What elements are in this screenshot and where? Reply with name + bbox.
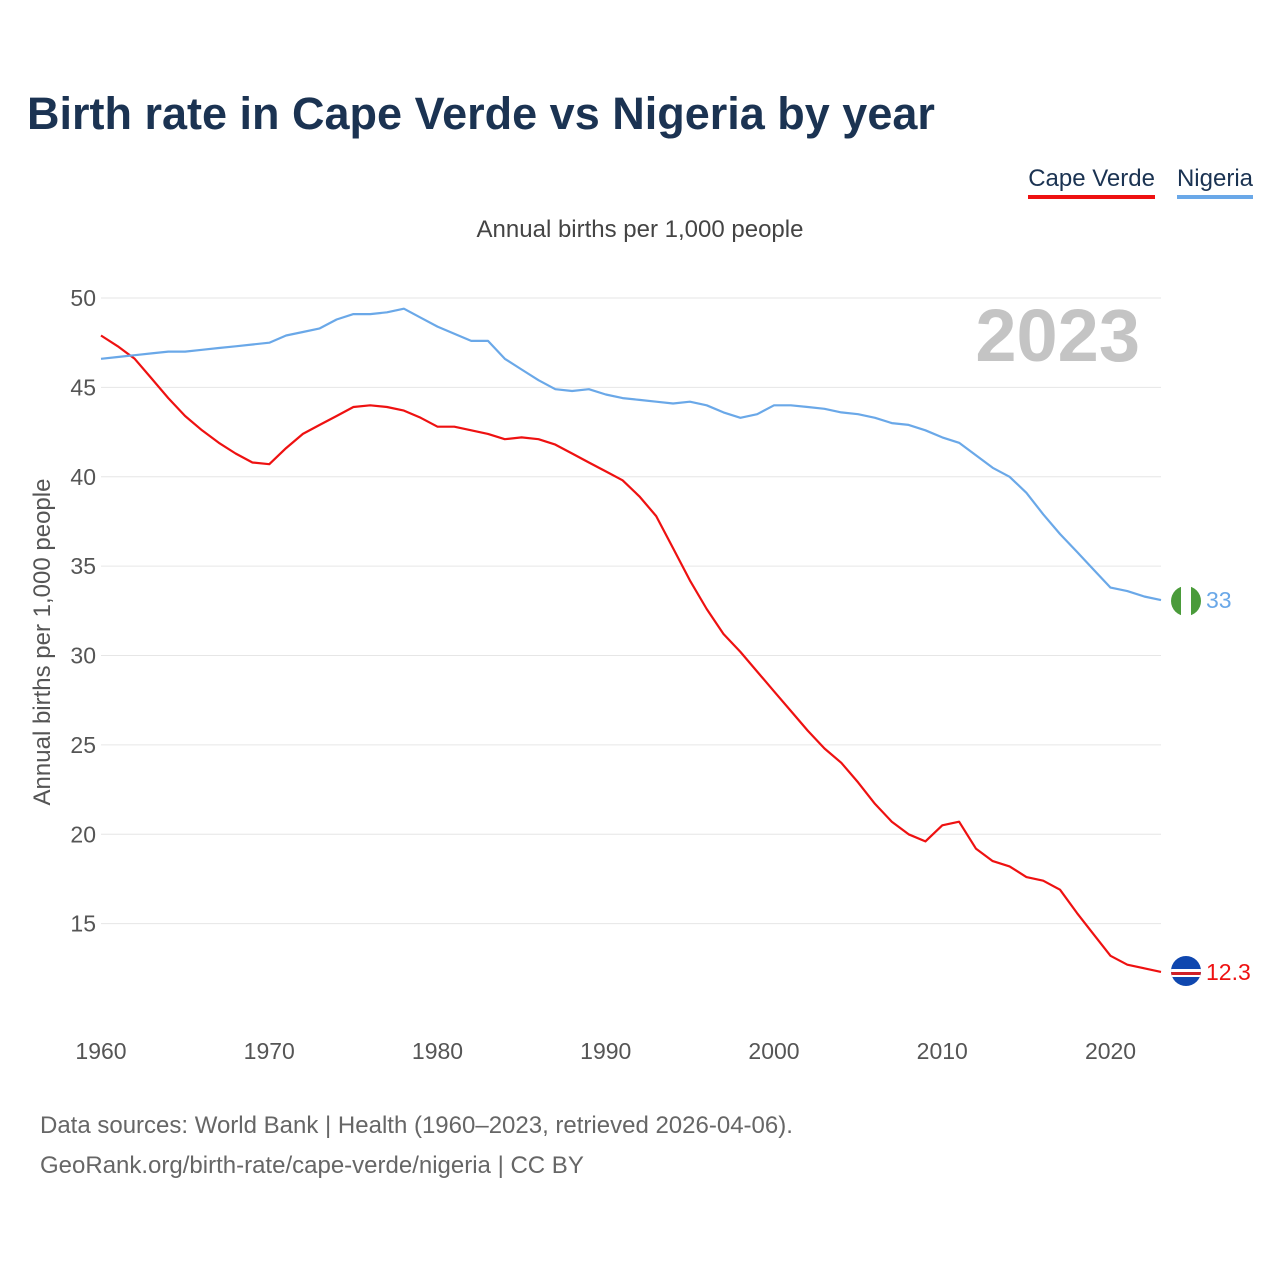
- y-tick-label: 25: [70, 732, 96, 758]
- x-tick-label: 2000: [748, 1038, 799, 1064]
- y-tick-label: 15: [70, 911, 96, 937]
- y-axis-label: Annual births per 1,000 people: [29, 479, 56, 806]
- x-tick-label: 2020: [1085, 1038, 1136, 1064]
- grid: [101, 297, 1161, 925]
- flag-nigeria-icon: [1171, 586, 1201, 616]
- x-tick-label: 1970: [244, 1038, 295, 1064]
- x-tick-label: 1960: [75, 1038, 126, 1064]
- y-tick-label: 20: [70, 821, 96, 847]
- y-tick-label: 40: [70, 464, 96, 490]
- series-line-nigeria[interactable]: [100, 307, 1162, 602]
- chart-subtitle: Annual births per 1,000 people: [476, 216, 804, 243]
- series-end-markers: [1171, 586, 1201, 986]
- x-tick-label: 1980: [412, 1038, 463, 1064]
- series-line-cape-verde[interactable]: [100, 334, 1162, 973]
- series-end-labels: 12.3 33: [1206, 587, 1251, 985]
- legend-item-cape-verde[interactable]: Cape Verde: [1028, 165, 1155, 199]
- y-tick-label: 35: [70, 553, 96, 579]
- end-label-cape-verde: 12.3: [1206, 959, 1251, 985]
- y-tick-label: 30: [70, 643, 96, 669]
- attribution-link[interactable]: GeoRank.org/birth-rate/cape-verde/nigeri…: [40, 1152, 584, 1179]
- source-line: Data sources: World Bank | Health (1960–…: [40, 1112, 793, 1139]
- x-axis-ticks: 1960 1970 1980 1990 2000 2010 2020: [75, 1038, 1136, 1064]
- chart-title: Birth rate in Cape Verde vs Nigeria by y…: [27, 88, 935, 139]
- footer-sources: Data sources: World Bank | Health (1960–…: [40, 1106, 793, 1186]
- x-tick-label: 1990: [580, 1038, 631, 1064]
- y-axis-ticks: 15 20 25 30 35 40 45 50: [70, 285, 96, 937]
- series-lines: [100, 307, 1162, 973]
- y-tick-label: 50: [70, 285, 96, 311]
- year-watermark: 2023: [975, 294, 1140, 377]
- y-tick-label: 45: [70, 374, 96, 400]
- flag-cape-verde-icon: [1171, 956, 1201, 986]
- x-tick-label: 2010: [917, 1038, 968, 1064]
- legend: Cape Verde Nigeria: [1028, 165, 1253, 199]
- legend-item-nigeria[interactable]: Nigeria: [1176, 165, 1253, 199]
- end-label-nigeria: 33: [1206, 587, 1232, 613]
